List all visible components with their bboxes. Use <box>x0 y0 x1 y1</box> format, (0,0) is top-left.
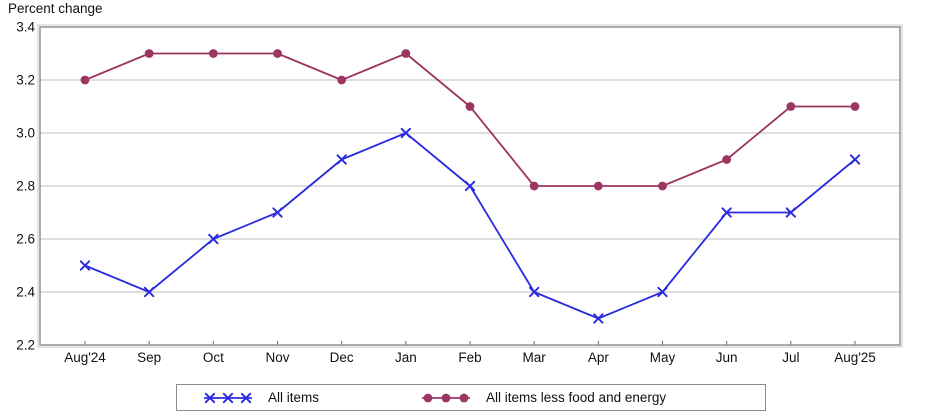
svg-text:3.0: 3.0 <box>16 126 35 141</box>
svg-text:May: May <box>650 350 676 365</box>
svg-text:Aug'25: Aug'25 <box>834 350 876 365</box>
svg-text:3.2: 3.2 <box>16 73 35 88</box>
svg-text:Nov: Nov <box>265 350 289 365</box>
svg-text:Jan: Jan <box>395 350 417 365</box>
legend-box: All items All items less food and energy <box>176 384 766 411</box>
svg-text:2.4: 2.4 <box>16 285 35 300</box>
svg-text:Feb: Feb <box>458 350 481 365</box>
svg-text:Apr: Apr <box>588 350 610 365</box>
svg-text:Mar: Mar <box>523 350 547 365</box>
svg-text:2.6: 2.6 <box>16 232 35 247</box>
svg-text:Sep: Sep <box>137 350 161 365</box>
svg-text:Oct: Oct <box>203 350 224 365</box>
all-items-line-swatch-icon <box>204 392 252 403</box>
svg-text:2.8: 2.8 <box>16 179 35 194</box>
core-line-swatch-icon <box>422 393 471 402</box>
legend-label-core: All items less food and energy <box>486 390 667 405</box>
svg-text:2.2: 2.2 <box>16 338 35 353</box>
line-chart-plot-area: 2.2 2.4 2.6 2.8 3.0 3.2 3.4 Aug'24 Sep Oct Nov Dec J… <box>16 20 903 365</box>
legend-item-core: All items less food and energy <box>421 390 666 405</box>
legend-label-all-items: All items <box>268 390 320 405</box>
svg-text:Jun: Jun <box>716 350 738 365</box>
svg-text:Dec: Dec <box>330 350 354 365</box>
chart-title: Percent change <box>8 1 103 16</box>
svg-text:Jul: Jul <box>782 350 799 365</box>
legend-item-all-items: All items <box>203 390 319 405</box>
svg-text:3.4: 3.4 <box>16 20 35 35</box>
svg-text:Aug'24: Aug'24 <box>64 350 106 365</box>
